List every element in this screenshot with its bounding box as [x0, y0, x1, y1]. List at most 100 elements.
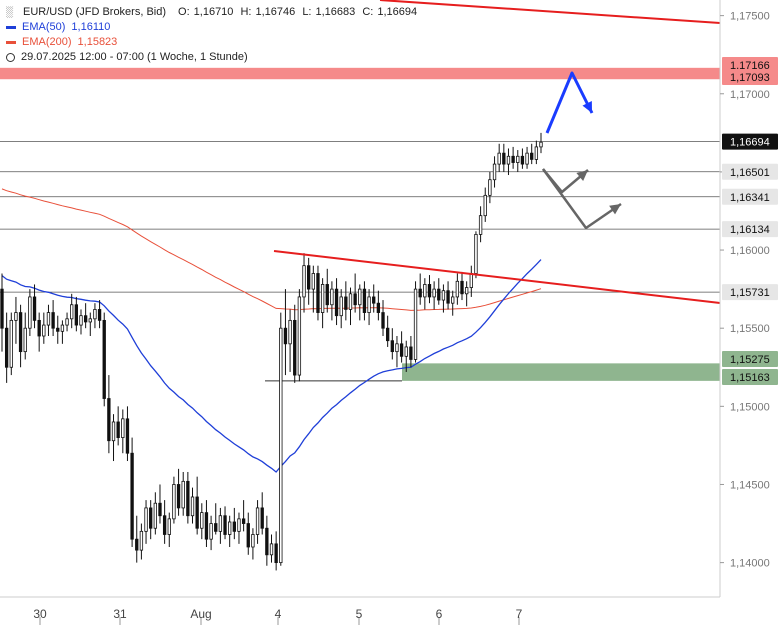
- candle-body: [534, 146, 539, 160]
- candle-body: [79, 315, 83, 326]
- candle-body: [530, 152, 534, 160]
- ema50-swatch: [6, 26, 16, 29]
- candle-body: [506, 155, 511, 165]
- ohlc-values: O: 1,16710 H: 1,16746 L: 1,16683 C: 1,16694: [174, 5, 417, 20]
- timeframe-text: 29.07.2025 12:00 - 07:00 (1 Woche, 1 Stu…: [21, 51, 248, 63]
- candle-body: [474, 234, 478, 274]
- candle-body: [353, 293, 357, 306]
- candle-body: [111, 421, 116, 442]
- ema50-label: EMA(50): [22, 21, 66, 33]
- candle-body: [334, 288, 339, 317]
- price-level-label: 1,17093: [730, 72, 770, 84]
- forecast-arrows-layer: [541, 71, 622, 230]
- candle-body: [293, 319, 297, 376]
- candle-body: [311, 273, 315, 290]
- candle-body: [279, 327, 283, 564]
- candle-body: [97, 309, 102, 321]
- candle-body: [516, 155, 520, 163]
- candle-body: [190, 496, 195, 517]
- candle-body: [520, 155, 525, 165]
- candle-body: [409, 346, 413, 360]
- forecast-arrow-alt2-head: [609, 204, 621, 215]
- trendlines-layer: [273, 0, 721, 304]
- ema50-line: [1, 259, 542, 473]
- price-levels-layer: [0, 141, 720, 293]
- price-level-label: 1,15275: [730, 354, 770, 366]
- candle-body: [158, 502, 162, 517]
- ema200-label: EMA(200): [22, 36, 72, 48]
- candle-body: [358, 288, 362, 306]
- price-level-label-bg: [722, 188, 778, 205]
- upper-trendline: [379, 0, 721, 24]
- candle-body: [195, 496, 199, 529]
- candle-body: [23, 327, 27, 353]
- candle-body: [446, 290, 450, 304]
- candle-body: [83, 315, 88, 323]
- candle-body: [297, 296, 302, 376]
- ema200-line: [1, 188, 542, 311]
- price-tick-label: 1,14500: [730, 479, 770, 491]
- price-level-label-bg: [722, 163, 778, 180]
- candle-body: [460, 280, 464, 295]
- candle-body: [200, 512, 204, 529]
- candle-body: [42, 324, 46, 337]
- candle-body: [228, 521, 232, 535]
- candle-body: [339, 296, 343, 317]
- candle-body: [269, 543, 274, 556]
- candle-body: [56, 327, 60, 332]
- candle-body: [37, 319, 41, 337]
- time-tick-label: 7: [516, 607, 523, 621]
- resistance-zone: [0, 67, 720, 80]
- candle-body: [130, 452, 134, 540]
- candle-body: [469, 273, 473, 288]
- candle-body: [204, 512, 209, 540]
- candle-body: [478, 215, 483, 235]
- candle-body: [0, 288, 4, 329]
- price-level-label: 1,15731: [730, 287, 770, 299]
- candle-body: [502, 152, 506, 165]
- candle-body: [125, 418, 130, 454]
- candle-body: [218, 515, 223, 532]
- ema50-row: EMA(50) 1,16110: [6, 20, 417, 35]
- candle-body: [455, 280, 460, 298]
- price-level-label-bg: [722, 369, 778, 385]
- candle-body: [237, 518, 241, 532]
- candle-body: [344, 296, 348, 310]
- candle-body: [135, 538, 139, 551]
- timeframe-row: 29.07.2025 12:00 - 07:00 (1 Woche, 1 Stu…: [6, 50, 418, 65]
- candle-body: [404, 346, 408, 357]
- candle-body: [362, 288, 367, 313]
- symbol-name: EUR/USD (JFD Brokers, Bid): [23, 6, 167, 18]
- candle-body: [241, 518, 246, 524]
- open-value: 1,16710: [193, 6, 234, 18]
- candle-body: [32, 296, 37, 321]
- candle-body: [376, 302, 381, 313]
- candle-body: [399, 343, 404, 357]
- candle-body: [539, 141, 543, 148]
- candle-body: [372, 296, 376, 304]
- candle-body: [390, 340, 394, 353]
- candle-body: [367, 296, 371, 313]
- candle-body: [255, 507, 260, 535]
- candle-body: [316, 273, 320, 313]
- candle-body: [497, 152, 501, 165]
- price-level-label-bg: [722, 69, 778, 85]
- candle-body: [525, 152, 529, 165]
- time-axis: 30 31 Aug 4 5 6 7: [0, 596, 720, 625]
- candle-body: [102, 319, 106, 399]
- candle-body: [432, 288, 436, 298]
- candle-body: [116, 421, 120, 438]
- candle-body: [246, 523, 250, 548]
- candle-body: [511, 155, 515, 163]
- price-level-label: 1,16134: [730, 224, 770, 236]
- symbol-row: ░ EUR/USD (JFD Brokers, Bid) O: 1,16710 H…: [6, 5, 417, 20]
- candle-body: [88, 318, 92, 323]
- candle-body: [320, 284, 325, 313]
- candle-body: [274, 543, 278, 564]
- candle-body: [441, 290, 446, 301]
- ema200-value: 1,15823: [77, 36, 118, 48]
- time-tick-label: 4: [275, 607, 282, 621]
- lower-trendline: [273, 250, 721, 304]
- candle-body: [232, 521, 236, 532]
